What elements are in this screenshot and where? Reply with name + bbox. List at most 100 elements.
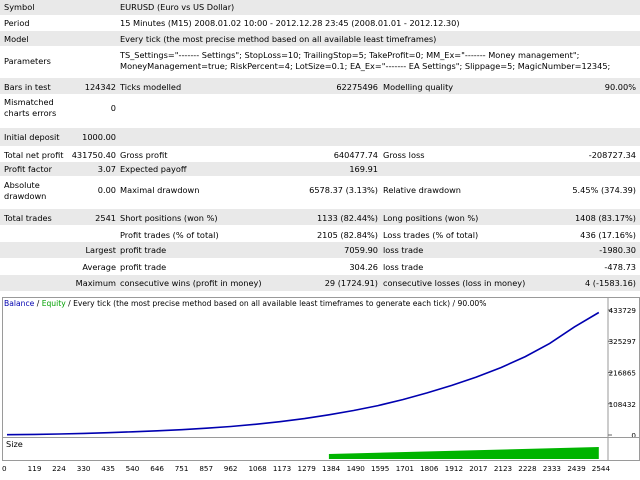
row-band: [0, 0, 640, 15]
parameters-line-1: TS_Settings="------- Settings"; StopLoss…: [120, 50, 580, 60]
expected-payoff-label: Expected payoff: [120, 164, 187, 174]
net-profit-label: Total net profit: [4, 150, 64, 160]
x-tick-label: 1701: [395, 464, 414, 473]
x-tick-label: 646: [150, 464, 164, 473]
loss-trades-label: Loss trades (% of total): [383, 230, 479, 240]
profit-trades-label: Profit trades (% of total): [120, 230, 219, 240]
x-tick-label: 0: [2, 464, 7, 473]
row-band: [0, 242, 640, 258]
legend-description: / Every tick (the most precise method ba…: [65, 299, 487, 308]
max-cons-losses-label: consecutive losses (loss in money): [383, 278, 526, 288]
bars-label: Bars in test: [4, 82, 51, 92]
short-value: 1133 (82.44%): [316, 213, 378, 223]
profit-trades-value: 2105 (82.84%): [316, 230, 378, 240]
gross-profit-label: Gross profit: [120, 150, 168, 160]
net-profit-value: 431750.40: [71, 150, 116, 160]
long-value: 1408 (83.17%): [574, 213, 636, 223]
gross-loss-label: Gross loss: [383, 150, 425, 160]
deposit-label: Initial deposit: [4, 132, 60, 142]
parameters-line-2: MoneyManagement=true; RiskPercent=4; Lot…: [120, 61, 611, 71]
x-tick-label: 540: [125, 464, 140, 473]
size-label: Size: [6, 439, 23, 449]
x-tick-label: 119: [27, 464, 42, 473]
x-tick-label: 1279: [297, 464, 316, 473]
size-area: [328, 447, 599, 459]
y-tick-label: 0: [631, 431, 636, 439]
largest-profit-label: profit trade: [120, 245, 167, 255]
abs-dd-label-2: drawdown: [4, 191, 47, 201]
ticks-value: 62275496: [336, 82, 378, 92]
rel-dd-label: Relative drawdown: [383, 185, 461, 195]
abs-dd-label-1: Absolute: [4, 180, 40, 190]
max-cons-wins-value: 29 (1724.91): [324, 278, 378, 288]
x-tick-label: 330: [76, 464, 91, 473]
x-tick-label: 857: [199, 464, 214, 473]
total-trades-label: Total trades: [4, 213, 52, 223]
largest-loss-label: loss trade: [383, 245, 424, 255]
average-profit-value: 304.26: [349, 262, 378, 272]
y-tick-label: 108432: [609, 400, 636, 409]
max-cons-losses-value: 4 (-1583.16): [584, 278, 636, 288]
quality-value: 90.00%: [604, 82, 636, 92]
x-tick-label: 1595: [371, 464, 390, 473]
short-label: Short positions (won %): [120, 213, 218, 223]
period-value: 15 Minutes (M15) 2008.01.02 10:00 - 2012…: [120, 18, 460, 28]
row-band: [0, 31, 640, 46]
deposit-value: 1000.00: [82, 132, 116, 142]
x-tick-label: 1912: [444, 464, 464, 473]
quality-label: Modelling quality: [383, 82, 454, 92]
x-tick-label: 2333: [542, 464, 561, 473]
largest-loss-value: -1980.30: [599, 245, 636, 255]
strategy-report: Symbol EURUSD (Euro vs US Dollar) Period…: [0, 0, 640, 291]
x-tick-label: 224: [52, 464, 66, 473]
average-loss-value: -478.73: [604, 262, 636, 272]
max-dd-value: 6578.37 (3.13%): [309, 185, 378, 195]
x-tick-label: 2439: [567, 464, 586, 473]
row-band: [0, 78, 640, 94]
loss-trades-value: 436 (17.16%): [580, 230, 636, 240]
average-profit-label: profit trade: [120, 262, 167, 272]
gross-profit-value: 640477.74: [333, 150, 378, 160]
x-tick-label: 2017: [469, 464, 488, 473]
rel-dd-value: 5.45% (374.39): [572, 185, 636, 195]
average-loss-label: loss trade: [383, 262, 424, 272]
row-band: [0, 162, 640, 176]
legend-balance: Balance: [4, 299, 35, 308]
expected-payoff-value: 169.91: [349, 164, 378, 174]
bars-value: 124342: [84, 82, 116, 92]
balance-line: [6, 311, 600, 436]
average-label: Average: [82, 262, 116, 272]
x-tick-label: 751: [174, 464, 189, 473]
graph-legend: Balance / Equity / Every tick (the most …: [4, 299, 486, 309]
row-band: [0, 209, 640, 225]
profit-factor-value: 3.07: [97, 164, 116, 174]
y-tick-label: 433729: [609, 306, 637, 315]
mismatched-label-1: Mismatched: [4, 97, 54, 107]
y-tick-label: 325297: [609, 337, 636, 346]
legend-separator: /: [34, 299, 42, 308]
y-tick-label: 216865: [609, 368, 636, 377]
size-graph-svg: [328, 438, 609, 460]
row-band: [0, 128, 640, 146]
max-dd-label: Maximal drawdown: [120, 185, 200, 195]
gross-loss-value: -208727.34: [588, 150, 636, 160]
parameters-label: Parameters: [4, 56, 51, 66]
symbol-value: EURUSD (Euro vs US Dollar): [120, 2, 235, 12]
x-tick-label: 1806: [420, 464, 439, 473]
maximum-label: Maximum: [75, 278, 116, 288]
x-tick-label: 1173: [272, 464, 292, 473]
balance-graph: 433729 325297 216865 108432 0: [2, 297, 640, 440]
x-tick-label: 435: [101, 464, 115, 473]
mismatched-label-2: charts errors: [4, 108, 57, 118]
largest-profit-value: 7059.90: [344, 245, 378, 255]
largest-label: Largest: [85, 245, 116, 255]
ticks-label: Ticks modelled: [120, 82, 182, 92]
symbol-label: Symbol: [4, 2, 35, 12]
mismatched-value: 0: [110, 103, 116, 113]
total-trades-value: 2541: [95, 213, 116, 223]
x-tick-label: 2123: [493, 464, 513, 473]
row-band: [0, 275, 640, 291]
x-tick-label: 1068: [248, 464, 267, 473]
period-label: Period: [4, 18, 30, 28]
long-label: Long positions (won %): [383, 213, 479, 223]
